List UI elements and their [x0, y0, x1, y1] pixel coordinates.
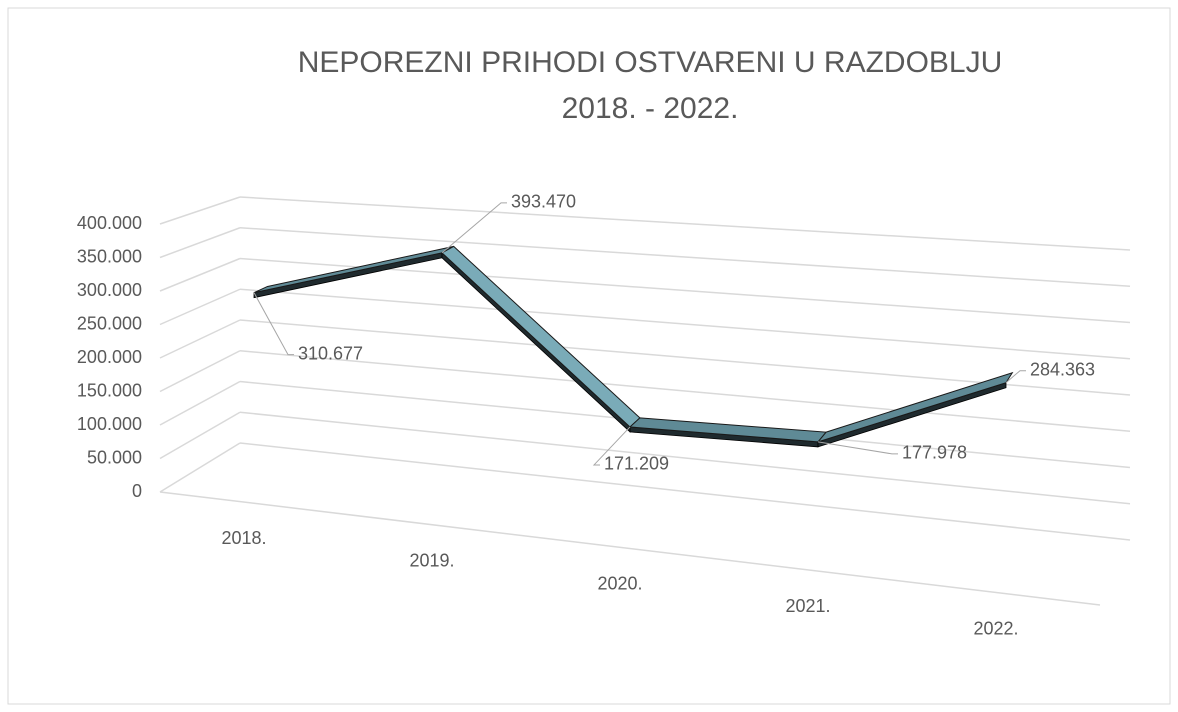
ribbon-segment: [816, 371, 1014, 443]
grid-line: [239, 227, 1131, 287]
grid-line: [159, 411, 241, 460]
x-tick-label: 2021.: [785, 596, 830, 616]
ribbon-segment: [441, 245, 641, 428]
grid-line: [239, 442, 1131, 541]
grid-line: [159, 350, 241, 393]
y-tick-label: 200.000: [77, 347, 142, 367]
data-label: 393.470: [511, 192, 576, 212]
chart-border: [7, 7, 1171, 705]
y-tick-label: 0: [132, 481, 142, 501]
x-tick-label: 2020.: [597, 573, 642, 593]
y-tick-label: 300.000: [77, 280, 142, 300]
y-tick-label: 50.000: [87, 447, 142, 467]
y-tick-label: 350.000: [77, 246, 142, 266]
leader-line: [441, 202, 507, 254]
y-tick-label: 400.000: [77, 213, 142, 233]
data-label: 284.363: [1030, 359, 1095, 379]
data-label: 177.978: [902, 443, 967, 463]
floor-edge: [159, 491, 1101, 606]
leader-line: [592, 426, 631, 466]
grid-line: [159, 257, 241, 292]
grid-line: [239, 350, 1131, 432]
ribbon-side: [253, 252, 443, 299]
grid-line: [239, 196, 1131, 251]
grid-line: [159, 380, 241, 426]
x-tick-label: 2018.: [221, 528, 266, 548]
grid-line: [159, 319, 241, 359]
grid-line: [159, 442, 241, 493]
leader-line: [817, 441, 898, 455]
x-tick-label: 2022.: [973, 618, 1018, 638]
grid-line: [159, 288, 241, 326]
y-tick-label: 100.000: [77, 414, 142, 434]
data-label: 310.677: [298, 343, 363, 363]
ribbon-side: [817, 382, 1007, 448]
data-label: 171.209: [604, 454, 669, 474]
leader-line: [1005, 370, 1026, 384]
x-tick-label: 2019.: [409, 551, 454, 571]
ribbon-segment: [253, 245, 454, 294]
grid-line: [159, 196, 241, 225]
grid-line: [239, 288, 1131, 360]
y-tick-label: 250.000: [77, 313, 142, 333]
y-tick-label: 150.000: [77, 380, 142, 400]
leader-line: [253, 292, 294, 356]
grid-line: [239, 411, 1131, 505]
chart-title: NEPOREZNI PRIHODI OSTVARENI U RAZDOBLJU …: [297, 46, 1003, 125]
grid-line: [159, 227, 241, 259]
